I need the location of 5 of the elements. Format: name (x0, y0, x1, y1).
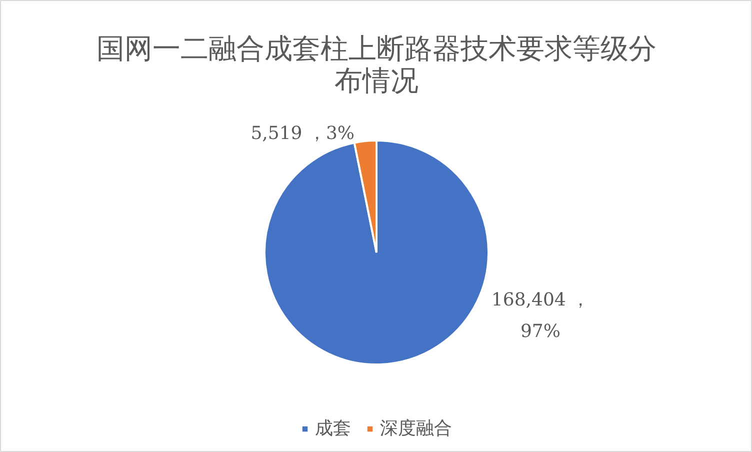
legend-label: 成套 (315, 417, 351, 440)
data-label: 168,404 ， 97% (491, 289, 590, 342)
chart-title: 国网一二融合成套柱上断路器技术要求等级分布情况 (96, 32, 656, 97)
legend-label: 深度融合 (380, 417, 452, 440)
data-label: 5,519 ，3% (250, 123, 355, 144)
